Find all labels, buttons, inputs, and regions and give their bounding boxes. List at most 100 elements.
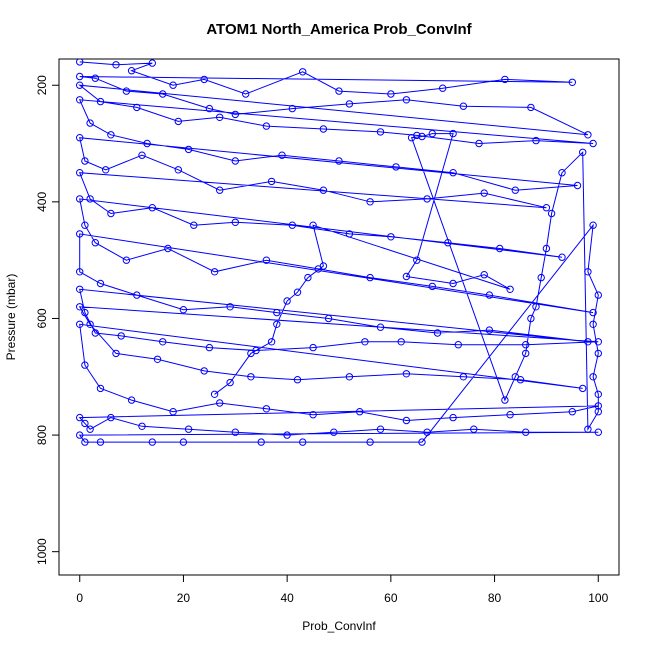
- x-axis-label: Prob_ConvInf: [302, 619, 376, 633]
- data-point: [402, 272, 411, 281]
- data-point: [247, 349, 255, 358]
- data-point: [231, 428, 240, 436]
- x-tick-label: 40: [280, 591, 294, 605]
- data-point: [594, 428, 602, 436]
- data-point: [205, 343, 214, 352]
- data-point: [366, 438, 374, 446]
- data-point: [319, 262, 328, 270]
- data-point: [376, 323, 385, 331]
- data-point: [288, 221, 296, 229]
- data-point: [127, 396, 136, 404]
- data-point: [153, 355, 162, 363]
- data-point: [397, 338, 405, 346]
- data-point: [470, 425, 478, 433]
- data-point: [257, 438, 265, 446]
- data-point: [200, 367, 208, 375]
- y-tick-label: 600: [35, 308, 49, 328]
- data-point: [107, 209, 115, 218]
- data-point: [589, 308, 597, 317]
- data-point: [91, 74, 100, 82]
- data-point: [76, 134, 84, 142]
- data-point: [242, 90, 250, 98]
- y-tick-label: 1000: [35, 538, 49, 565]
- data-point: [345, 373, 354, 381]
- data-point: [485, 326, 494, 334]
- data-point: [122, 87, 131, 95]
- data-point: [122, 256, 131, 264]
- data-point: [148, 59, 157, 67]
- data-point: [267, 338, 276, 346]
- data-point: [423, 195, 431, 203]
- data-point: [231, 218, 240, 227]
- data-point: [584, 131, 592, 139]
- data-point: [205, 104, 214, 113]
- data-point: [107, 131, 115, 139]
- data-point: [309, 343, 317, 352]
- data-point: [81, 419, 89, 428]
- data-point: [501, 396, 509, 404]
- data-point: [402, 370, 411, 378]
- data-point: [418, 132, 426, 141]
- data-point: [216, 399, 224, 407]
- data-point: [216, 186, 224, 194]
- data-point: [542, 204, 551, 212]
- chart-title: ATOM1 North_America Prob_ConvInf: [206, 21, 472, 38]
- data-point: [527, 103, 535, 112]
- data-point: [76, 303, 84, 311]
- data-point: [283, 297, 291, 305]
- data-point: [283, 431, 291, 439]
- data-point: [200, 75, 208, 84]
- data-point: [594, 349, 602, 358]
- data-point: [81, 157, 89, 165]
- data-point: [226, 378, 234, 387]
- data-point: [345, 100, 354, 108]
- data-point: [522, 341, 530, 349]
- data-point: [485, 291, 494, 299]
- data-point: [96, 384, 105, 393]
- data-point: [594, 408, 602, 416]
- data-point: [547, 209, 556, 218]
- data-point: [76, 320, 84, 328]
- data-point: [366, 273, 374, 282]
- data-point: [537, 273, 545, 282]
- plot-area: [76, 59, 602, 446]
- data-point: [361, 338, 369, 346]
- data-point: [76, 59, 84, 66]
- data-point: [159, 90, 167, 98]
- series-line: [78, 61, 599, 443]
- data-point: [293, 376, 302, 384]
- data-point: [573, 181, 582, 190]
- data-point: [527, 314, 535, 323]
- data-point: [81, 308, 89, 317]
- data-point: [76, 413, 84, 422]
- data-point: [376, 128, 385, 136]
- data-point: [506, 411, 514, 419]
- data-point: [169, 408, 177, 416]
- data-point: [278, 151, 286, 159]
- data-point: [86, 119, 94, 127]
- data-point: [594, 338, 602, 346]
- data-point: [506, 285, 514, 293]
- data-point: [76, 268, 84, 276]
- data-point: [392, 163, 400, 171]
- data-point: [428, 282, 436, 291]
- x-tick-label: 80: [488, 591, 502, 605]
- data-point: [449, 279, 457, 288]
- data-point: [439, 84, 447, 92]
- data-point: [91, 329, 100, 337]
- data-point: [449, 169, 457, 177]
- data-point: [76, 431, 84, 439]
- data-point: [584, 425, 592, 433]
- data-point: [86, 320, 94, 328]
- data-point: [496, 244, 504, 253]
- data-point: [216, 113, 224, 122]
- data-point: [402, 96, 411, 104]
- data-point: [299, 438, 307, 446]
- data-point: [366, 198, 374, 206]
- data-point: [133, 103, 141, 112]
- plot-frame: [58, 58, 620, 576]
- data-point: [169, 81, 177, 89]
- data-point: [330, 428, 338, 436]
- data-point: [356, 408, 364, 416]
